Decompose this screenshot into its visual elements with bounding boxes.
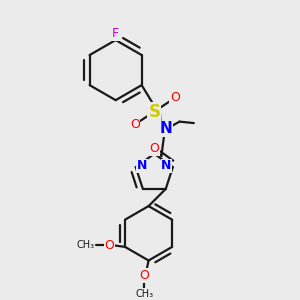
Text: CH₃: CH₃ bbox=[77, 241, 95, 250]
Text: N: N bbox=[159, 121, 172, 136]
Text: O: O bbox=[104, 239, 114, 252]
Text: S: S bbox=[148, 103, 160, 121]
Text: O: O bbox=[130, 118, 140, 131]
Text: CH₃: CH₃ bbox=[135, 289, 153, 299]
Text: N: N bbox=[161, 159, 172, 172]
Text: O: O bbox=[139, 269, 149, 282]
Text: O: O bbox=[149, 142, 159, 155]
Text: O: O bbox=[170, 92, 180, 104]
Text: F: F bbox=[112, 27, 119, 40]
Text: N: N bbox=[137, 159, 147, 172]
